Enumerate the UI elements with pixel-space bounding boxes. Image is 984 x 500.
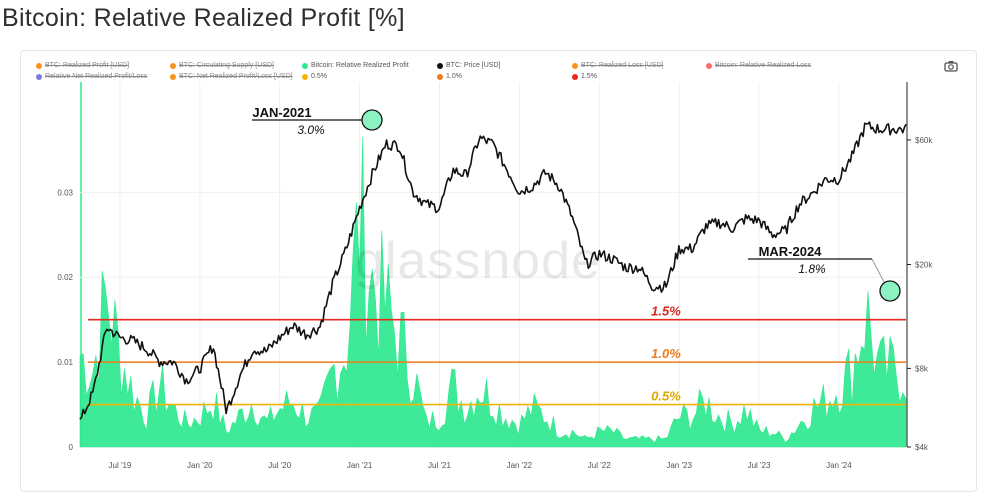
legend-item[interactable]: BTC: Net Realized Profit/Loss [USD] [170, 73, 293, 80]
legend-label: BTC: Realized Profit [USD] [45, 62, 130, 69]
legend-dot [302, 62, 308, 69]
legend-label: BTC: Realized Loss [USD] [581, 62, 664, 69]
left-tick-label: 0.02 [57, 273, 73, 282]
legend-item[interactable]: Bitcoin: Relative Realized Profit [302, 62, 409, 69]
legend-dot [437, 62, 443, 69]
x-tick-label: Jan '21 [347, 461, 373, 470]
legend-dot [572, 73, 578, 80]
left-tick-label: 0 [69, 443, 74, 452]
legend-item[interactable]: BTC: Circulating Supply [USD] [170, 62, 274, 69]
x-tick-label: Jul '20 [268, 461, 291, 470]
legend-label: Bitcoin: Relative Realized Loss [715, 62, 812, 69]
legend-label: 1.5% [581, 73, 597, 80]
right-tick-label: $20k [915, 261, 933, 270]
legend-item[interactable]: Relative Net Realized Profit/Loss [36, 73, 147, 80]
threshold-label: 1.0% [651, 346, 681, 361]
legend-label: Bitcoin: Relative Realized Profit [311, 62, 409, 69]
legend-dot [170, 73, 176, 80]
left-tick-label: 0.01 [57, 358, 73, 367]
legend-item[interactable]: Bitcoin: Relative Realized Loss [706, 62, 811, 69]
right-tick-label: $4k [915, 443, 929, 452]
x-tick-label: Jul '19 [109, 461, 132, 470]
legend-dot [36, 73, 42, 80]
page-title: Bitcoin: Relative Realized Profit [%] [2, 4, 405, 32]
legend-item[interactable]: BTC: Realized Profit [USD] [36, 62, 129, 69]
annotation-value: 3.0% [297, 123, 325, 137]
legend-label: 1.0% [446, 73, 462, 80]
legend-label: BTC: Price [USD] [446, 62, 501, 69]
x-tick-label: Jul '22 [588, 461, 611, 470]
camera-icon[interactable] [944, 60, 958, 72]
legend-item[interactable]: 1.5% [572, 73, 597, 80]
right-tick-label: $60k [915, 136, 933, 145]
x-tick-label: Jan '22 [507, 461, 533, 470]
x-tick-label: Jan '23 [666, 461, 692, 470]
legend-label: 0.5% [311, 73, 327, 80]
x-tick-label: Jan '20 [187, 461, 213, 470]
legend-dot [170, 62, 176, 69]
threshold-label: 0.5% [651, 389, 681, 404]
x-tick-label: Jul '21 [428, 461, 451, 470]
annotation-title: JAN-2021 [252, 105, 311, 120]
x-tick-label: Jan '24 [826, 461, 852, 470]
legend-item[interactable]: BTC: Realized Loss [USD] [572, 62, 663, 69]
annotation-value: 1.8% [798, 262, 826, 276]
legend-label: Relative Net Realized Profit/Loss [45, 73, 148, 80]
right-tick-label: $8k [915, 364, 929, 373]
legend-dot [36, 62, 42, 69]
x-tick-label: Jul '23 [748, 461, 771, 470]
annotation-title: MAR-2024 [759, 244, 823, 259]
annotation-circle [879, 280, 901, 302]
legend-item[interactable]: BTC: Price [USD] [437, 62, 500, 69]
annotation-connector [871, 258, 885, 283]
profit-area [79, 136, 907, 448]
legend-label: BTC: Net Realized Profit/Loss [USD] [179, 73, 293, 80]
watermark-logo: glassnode [355, 232, 601, 290]
legend-item[interactable]: 0.5% [302, 73, 327, 80]
price-line [79, 121, 907, 420]
legend-dot [706, 62, 712, 69]
legend-label: BTC: Circulating Supply [USD] [179, 62, 274, 69]
threshold-label: 1.5% [651, 304, 681, 319]
legend-dot [302, 73, 308, 80]
legend-dot [572, 62, 578, 69]
legend-dot [437, 73, 443, 80]
legend-item[interactable]: 1.0% [437, 73, 462, 80]
annotation-circle [361, 109, 383, 131]
left-tick-label: 0.03 [57, 188, 73, 197]
